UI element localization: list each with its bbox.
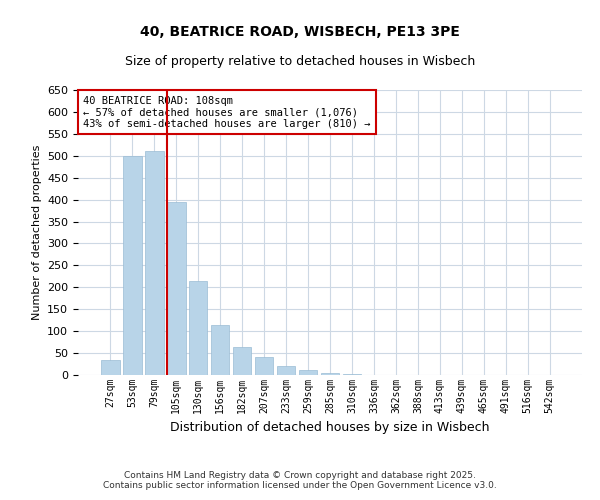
Text: Contains HM Land Registry data © Crown copyright and database right 2025.
Contai: Contains HM Land Registry data © Crown c…	[103, 470, 497, 490]
Bar	[277, 366, 295, 375]
Bar	[211, 324, 229, 375]
Bar	[167, 202, 185, 375]
Bar	[255, 358, 274, 375]
Bar	[320, 373, 340, 375]
Bar	[101, 360, 119, 375]
Bar	[343, 374, 361, 375]
Y-axis label: Number of detached properties: Number of detached properties	[32, 145, 41, 320]
Bar	[189, 280, 208, 375]
Text: Size of property relative to detached houses in Wisbech: Size of property relative to detached ho…	[125, 55, 475, 68]
Text: 40, BEATRICE ROAD, WISBECH, PE13 3PE: 40, BEATRICE ROAD, WISBECH, PE13 3PE	[140, 25, 460, 39]
X-axis label: Distribution of detached houses by size in Wisbech: Distribution of detached houses by size …	[170, 422, 490, 434]
Bar	[233, 346, 251, 375]
Bar	[299, 370, 317, 375]
Text: 40 BEATRICE ROAD: 108sqm
← 57% of detached houses are smaller (1,076)
43% of sem: 40 BEATRICE ROAD: 108sqm ← 57% of detach…	[83, 96, 371, 129]
Bar	[123, 156, 142, 375]
Bar	[145, 152, 164, 375]
